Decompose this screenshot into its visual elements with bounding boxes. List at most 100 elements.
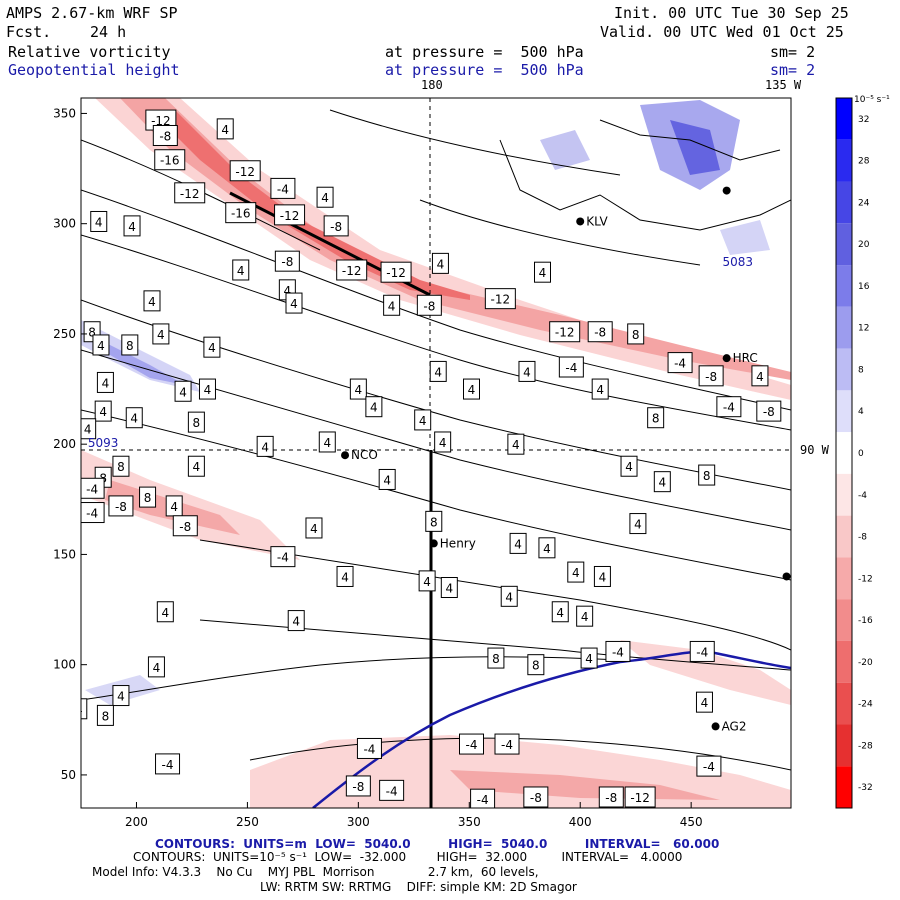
contour-label-box: [274, 204, 306, 226]
contour-label-box: [527, 654, 545, 676]
contour-label: 4: [518, 360, 536, 382]
contour-label-text: -4: [277, 182, 289, 196]
colorbar-swatch: [836, 766, 852, 808]
contour-label: -4: [689, 640, 715, 662]
longitude-180-label: 180: [421, 78, 443, 92]
vorticity-band-upper-max: [150, 110, 470, 300]
vorticity-contours: [81, 109, 791, 771]
contour-label-box: [494, 733, 520, 755]
colorbar-swatch: [836, 599, 852, 641]
contour-label-text: -4: [565, 361, 577, 375]
contour-label-box: [696, 755, 722, 777]
contour-label: 4: [92, 334, 110, 356]
contour-label: 4: [94, 400, 112, 422]
contour-label: 8: [627, 323, 645, 345]
contour-label: 4: [318, 431, 336, 453]
contour-label-text: -12: [630, 791, 650, 805]
contour-label-text: -12: [386, 266, 406, 280]
contour-label: 4: [285, 292, 303, 314]
contour-label-text: -12: [555, 326, 575, 340]
station-marker: [576, 217, 585, 226]
contour-label-text: 4: [117, 690, 125, 704]
contour-label: -12: [229, 160, 261, 182]
contour-label-box: [587, 321, 613, 343]
contour-label: -4: [356, 737, 382, 759]
contour-label: 4: [349, 378, 367, 400]
colorbar-swatch: [836, 724, 852, 767]
contour-label-text: -16: [160, 154, 180, 168]
contour-label-box: [81, 502, 105, 524]
contour-label-text: 4: [130, 412, 138, 426]
contour-label-text: 4: [261, 440, 269, 454]
contour-label-box: [225, 202, 257, 224]
contour-label: 4: [365, 396, 383, 418]
x-tick-label: 250: [236, 815, 259, 829]
vorticity-contours-info: CONTOURS: UNITS=10⁻⁵ s⁻¹ LOW= -32.000 HI…: [133, 850, 683, 864]
station-marker: [429, 539, 438, 548]
contour-label-box: [591, 378, 609, 400]
field1-level: at pressure = 500 hPa: [385, 43, 584, 61]
contour-label-text: -4: [612, 645, 624, 659]
contour-label-box: [434, 431, 452, 453]
contour-label: 8: [112, 455, 130, 477]
contour-label-text: 4: [523, 365, 531, 379]
height-label-layer: 5093 5083: [88, 255, 753, 450]
contour-label-box: [653, 471, 671, 493]
vorticity-positive-topright-3: [720, 220, 770, 255]
contour-label: -12: [624, 786, 656, 808]
contour-label-text: -4: [277, 551, 289, 565]
init-time: Init. 00 UTC Tue 30 Sep 25: [614, 4, 849, 22]
contour-label-text: -8: [330, 220, 342, 234]
contour-label: 4: [751, 365, 769, 387]
contour-label-text: -16: [231, 207, 251, 221]
contour-label: -4: [459, 733, 484, 755]
contour-label-box: [203, 336, 221, 358]
contour-label: 8: [96, 704, 114, 726]
x-tick-label: 450: [680, 815, 703, 829]
valid-time: Valid. 00 UTC Wed 01 Oct 25: [600, 23, 844, 41]
contour-label-text: 4: [161, 606, 169, 620]
contour-label-box: [121, 334, 139, 356]
contour-label-text: -8: [605, 791, 617, 805]
contour-label-box: [155, 753, 181, 775]
contour-label: 4: [198, 378, 216, 400]
colorbar-swatch: [836, 390, 852, 433]
contour-label-text: 4: [99, 405, 107, 419]
contour-label-box: [383, 294, 401, 316]
contour-label: -8: [108, 495, 134, 517]
contour-label-text: -4: [477, 793, 489, 807]
contour-label-box: [627, 323, 645, 345]
contour-label-text: 4: [505, 590, 513, 604]
model-title: AMPS 2.67-km WRF SP: [6, 4, 178, 22]
contour-label-box: [509, 532, 527, 554]
colorbar-label: -24: [858, 700, 873, 710]
contour-label-text: 4: [208, 341, 216, 355]
contour-label-box: [416, 294, 442, 316]
contour-label-text: 8: [88, 326, 96, 340]
contour-label-text: 4: [423, 575, 431, 589]
x-axis: 200 250 300 350 400 450: [125, 802, 703, 829]
contour-label: 4: [305, 517, 323, 539]
contour-label: 4: [431, 252, 449, 274]
contour-label: 4: [256, 435, 274, 457]
contour-label: 4: [551, 601, 569, 623]
contour-label-box: [323, 215, 349, 237]
contour-label-text: 4: [581, 610, 589, 624]
contour-label-box: [667, 352, 693, 374]
contour-label-box: [414, 409, 432, 431]
contour-label-text: 4: [434, 365, 442, 379]
contour-label-text: -12: [491, 293, 511, 307]
contour-label-text: 4: [157, 328, 165, 342]
contour-label: 4: [629, 513, 647, 535]
longitude-135w-label: 135 W: [765, 78, 802, 92]
height-contours-info: CONTOURS: UNITS=m LOW= 5040.0 HIGH= 5040…: [155, 837, 720, 851]
contour-label: 4: [567, 561, 585, 583]
station-marker: [782, 572, 791, 581]
contour-label: -8: [598, 786, 624, 808]
contour-label-box: [274, 250, 300, 272]
contour-label-box: [187, 411, 205, 433]
contour-label: 4: [620, 455, 638, 477]
contour-label: 4: [593, 565, 611, 587]
